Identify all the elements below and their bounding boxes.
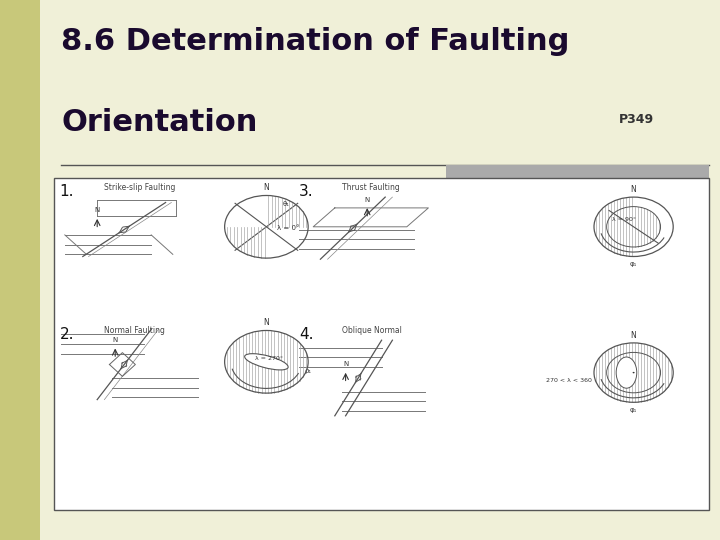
Bar [0, 0, 40, 540]
Text: φ₁: φ₁ [630, 407, 637, 413]
Text: N: N [112, 337, 118, 343]
Ellipse shape [616, 357, 636, 388]
Text: Orientation: Orientation [61, 108, 258, 137]
Text: 270 < λ < 360: 270 < λ < 360 [546, 377, 592, 382]
Text: λ = 270°: λ = 270° [255, 356, 283, 361]
Text: Thrust Faulting: Thrust Faulting [342, 183, 400, 192]
Text: Strike-slip Faulting: Strike-slip Faulting [104, 183, 176, 192]
Text: ρ₁: ρ₁ [304, 368, 311, 374]
Text: λ = 0°: λ = 0° [277, 225, 300, 231]
Text: 2.: 2. [60, 327, 74, 342]
Text: Normal Faulting: Normal Faulting [104, 326, 166, 335]
Text: θ₁: θ₁ [282, 201, 289, 207]
Text: P349: P349 [619, 113, 654, 126]
Text: N: N [94, 207, 100, 213]
Text: 3.: 3. [299, 184, 313, 199]
Bar [446, 165, 709, 179]
Text: N: N [631, 185, 636, 194]
Text: 1.: 1. [60, 184, 74, 199]
Text: N: N [343, 361, 348, 367]
Text: N: N [264, 183, 269, 192]
Ellipse shape [245, 354, 288, 370]
Text: 4.: 4. [299, 327, 313, 342]
Text: N: N [364, 197, 370, 202]
Text: φ₁: φ₁ [630, 261, 637, 267]
Text: λ = 90°: λ = 90° [612, 217, 636, 222]
Text: N: N [631, 330, 636, 340]
Text: 8.6 Determination of Faulting: 8.6 Determination of Faulting [61, 27, 570, 56]
Text: Oblique Normal: Oblique Normal [342, 326, 402, 335]
Bar [54, 178, 709, 510]
Text: N: N [264, 318, 269, 327]
Circle shape [633, 372, 634, 373]
